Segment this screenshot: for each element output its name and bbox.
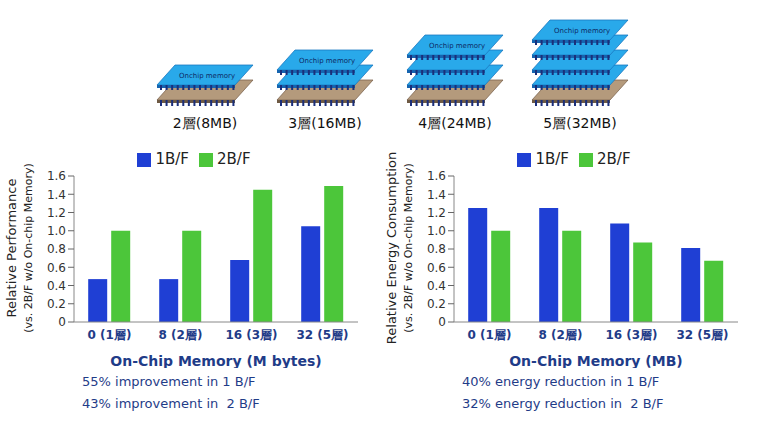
svg-text:0: 0 (438, 315, 446, 329)
html-text:40% energy reduction in 1 B/F: 40% energy reduction in 1 B/F (462, 374, 660, 389)
svg-text:1.4: 1.4 (427, 188, 446, 202)
svg-text:1.6: 1.6 (427, 169, 446, 183)
svg-text:1.4: 1.4 (47, 188, 66, 202)
svg-text:Onchip memory: Onchip memory (179, 72, 235, 80)
svg-text:1.0: 1.0 (427, 224, 446, 238)
html-text:43% improvement in 2 B/F: 43% improvement in 2 B/F (82, 396, 260, 411)
svg-text:0.8: 0.8 (47, 242, 66, 256)
svg-text:3層(16MB): 3層(16MB) (288, 115, 361, 131)
svg-text:Onchip memory: Onchip memory (554, 27, 610, 35)
svg-text:0.8: 0.8 (427, 242, 446, 256)
svg-text:32 (5層): 32 (5層) (296, 328, 348, 342)
html-text:2B/F: 2B/F (597, 150, 631, 168)
html-text:1B/F: 1B/F (155, 150, 189, 168)
svg-text:1.6: 1.6 (47, 169, 66, 183)
svg-text:Onchip memory: Onchip memory (429, 42, 485, 50)
svg-text:Relative Energy Consumption: Relative Energy Consumption (384, 152, 399, 344)
svg-text:16 (3層): 16 (3層) (605, 328, 657, 342)
svg-text:0.6: 0.6 (47, 261, 66, 275)
svg-text:1.0: 1.0 (47, 224, 66, 238)
svg-text:On-Chip Memory (M bytes): On-Chip Memory (M bytes) (110, 353, 321, 368)
svg-text:2層(8MB): 2層(8MB) (173, 115, 237, 131)
svg-text:0.4: 0.4 (427, 279, 446, 293)
svg-text:1.2: 1.2 (47, 206, 66, 220)
svg-text:0.6: 0.6 (427, 261, 446, 275)
svg-text:0.2: 0.2 (47, 297, 66, 311)
svg-text:5層(32MB): 5層(32MB) (543, 115, 616, 131)
svg-text:(vs. 2B/F w/o On-chip Memory): (vs. 2B/F w/o On-chip Memory) (402, 163, 415, 333)
svg-text:0 (1層): 0 (1層) (468, 328, 512, 342)
svg-text:(vs. 2B/F w/o On-chip Memory): (vs. 2B/F w/o On-chip Memory) (22, 163, 35, 333)
svg-text:0.2: 0.2 (427, 297, 446, 311)
svg-text:1.2: 1.2 (427, 206, 446, 220)
html-text:55% improvement in 1 B/F: 55% improvement in 1 B/F (82, 374, 256, 389)
svg-text:Onchip memory: Onchip memory (299, 57, 355, 65)
svg-text:On-Chip Memory (MB): On-Chip Memory (MB) (509, 353, 683, 368)
svg-text:0 (1層): 0 (1層) (88, 328, 132, 342)
html-text:1B/F: 1B/F (535, 150, 569, 168)
svg-text:8 (2層): 8 (2層) (159, 328, 203, 342)
svg-text:32 (5層): 32 (5層) (676, 328, 728, 342)
html-text:2B/F: 2B/F (217, 150, 251, 168)
svg-text:Relative Performance: Relative Performance (4, 179, 19, 318)
svg-text:4層(24MB): 4層(24MB) (418, 115, 491, 131)
svg-text:16 (3層): 16 (3層) (225, 328, 277, 342)
svg-text:0: 0 (58, 315, 66, 329)
html-text:32% energy reduction in 2 B/F: 32% energy reduction in 2 B/F (462, 396, 664, 411)
svg-text:8 (2層): 8 (2層) (539, 328, 583, 342)
svg-text:0.4: 0.4 (47, 279, 66, 293)
